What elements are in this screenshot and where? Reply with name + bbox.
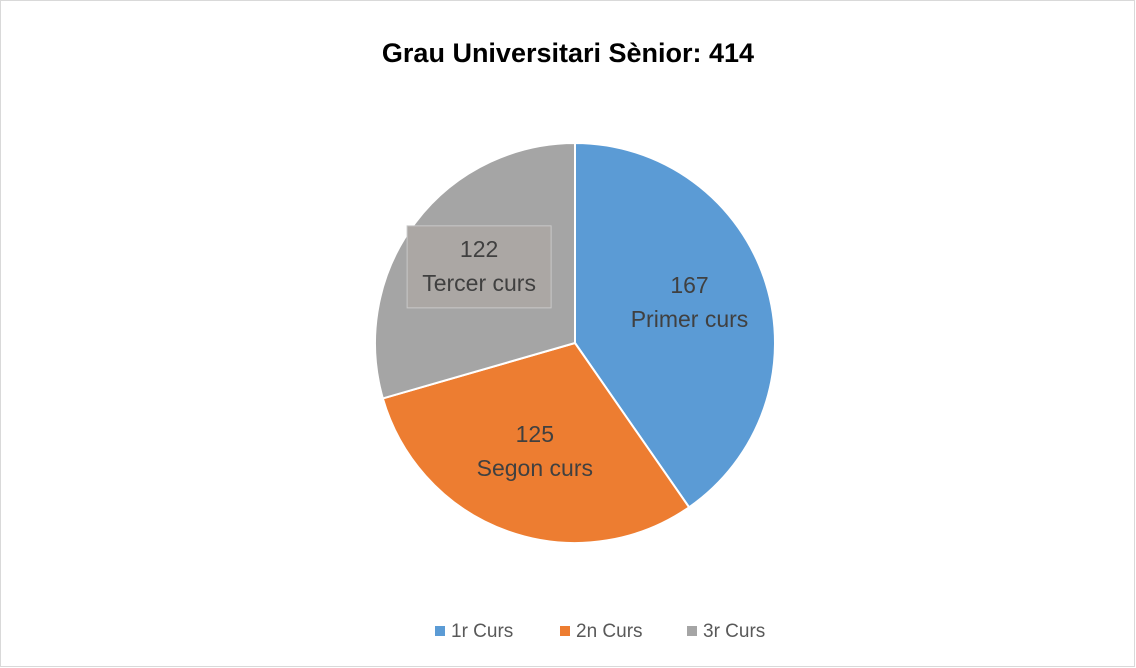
slice-label: Primer curs xyxy=(631,306,749,332)
legend-label: 2n Curs xyxy=(576,621,643,642)
slice-label: Tercer curs xyxy=(422,270,536,296)
pie-slice xyxy=(381,341,691,544)
legend-label: 3r Curs xyxy=(703,621,765,642)
slice-label: Segon curs xyxy=(477,455,593,481)
legend-label: 1r Curs xyxy=(451,621,513,642)
legend-swatch xyxy=(687,626,697,636)
data-label: 167 xyxy=(670,272,708,298)
label-box xyxy=(406,225,552,309)
legend-swatch xyxy=(435,626,445,636)
chart-title: Grau Universitari Sènior: 414 xyxy=(382,38,754,68)
pie-slice xyxy=(574,141,776,509)
data-label: 125 xyxy=(516,421,554,447)
data-label: 122 xyxy=(460,236,498,262)
legend-swatch xyxy=(560,626,570,636)
